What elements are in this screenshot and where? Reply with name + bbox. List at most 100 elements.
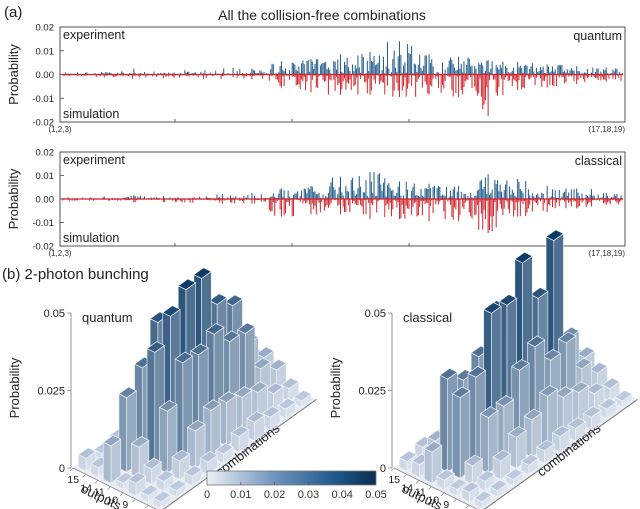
bar-face-front: [103, 441, 112, 484]
bar-simulation: [585, 199, 587, 207]
bar-simulation: [306, 74, 308, 82]
bar-face-top: [504, 468, 524, 480]
bar-experiment: [491, 61, 493, 75]
bar-experiment: [346, 190, 348, 199]
bar-experiment: [397, 186, 399, 199]
bar-experiment: [400, 195, 402, 199]
bar-experiment: [377, 62, 379, 75]
bar-experiment: [612, 197, 614, 199]
bar-experiment: [448, 196, 450, 199]
bar-experiment: [586, 69, 588, 75]
bar-simulation: [459, 199, 461, 215]
bar-experiment: [305, 189, 307, 199]
bar-simulation: [506, 74, 508, 77]
bar-simulation: [608, 199, 610, 202]
bar-face-top: [529, 287, 549, 299]
bar-simulation: [279, 199, 281, 210]
bar-experiment: [288, 70, 290, 75]
bar-experiment: [480, 179, 482, 199]
bar-experiment: [309, 71, 311, 75]
bar-simulation: [122, 74, 124, 77]
bar-simulation: [333, 74, 335, 80]
bar-experiment: [216, 194, 218, 199]
bar-simulation: [357, 74, 359, 95]
z-tick-label: 0.05: [365, 308, 386, 320]
bar-simulation: [369, 199, 371, 219]
bar-simulation: [507, 199, 509, 210]
bar-experiment: [299, 195, 301, 199]
bar-simulation: [523, 74, 525, 88]
bar-face-top: [495, 395, 515, 407]
bar-simulation: [425, 199, 427, 203]
bar-simulation: [519, 199, 521, 217]
bar-experiment: [315, 194, 317, 199]
bar-experiment: [482, 65, 484, 75]
bar-experiment: [612, 69, 614, 75]
bar-experiment: [153, 71, 155, 75]
bar-experiment: [510, 194, 512, 199]
output-tick-label: 9: [122, 499, 128, 509]
bar-simulation: [535, 199, 537, 204]
bar-simulation: [268, 199, 270, 210]
bar-experiment: [535, 194, 537, 199]
bar-experiment: [260, 194, 262, 199]
bar-face-top: [230, 425, 250, 438]
bar-experiment: [294, 64, 296, 75]
bar-experiment: [353, 190, 355, 199]
bar-experiment: [545, 73, 547, 75]
bar-simulation: [521, 74, 523, 89]
bar-simulation: [330, 199, 332, 203]
bar-experiment: [313, 69, 315, 75]
bar-simulation: [527, 199, 529, 209]
bar-simulation: [339, 199, 341, 215]
bar-experiment: [421, 195, 423, 199]
bar-face-top: [277, 397, 297, 410]
bar3d: [183, 465, 203, 487]
bar-simulation: [357, 199, 359, 206]
bar-face-top: [146, 341, 166, 353]
bar-simulation: [483, 74, 485, 105]
bar-experiment: [470, 66, 472, 75]
bar-simulation: [475, 74, 477, 91]
bar-experiment: [424, 188, 426, 199]
bar-simulation: [484, 199, 486, 220]
bar-experiment: [522, 192, 524, 199]
bar-experiment: [498, 191, 500, 199]
bar-experiment: [509, 186, 511, 199]
bar-experiment: [487, 174, 489, 199]
x-tick-label-last: (17,18,19): [589, 249, 626, 258]
bar-experiment: [306, 193, 308, 199]
bar-experiment: [322, 62, 324, 75]
bar-experiment: [499, 184, 501, 199]
bar-simulation: [303, 199, 305, 201]
bar-experiment: [417, 195, 419, 199]
bar-experiment: [322, 194, 324, 199]
bar-face-top: [205, 323, 225, 335]
bar-experiment: [291, 62, 293, 75]
bar-simulation: [490, 199, 492, 217]
bar-experiment: [395, 195, 397, 199]
bar-experiment: [554, 69, 556, 75]
bar-simulation: [458, 74, 460, 98]
bar-experiment: [429, 62, 431, 75]
bar-experiment: [566, 195, 568, 199]
bar-experiment: [425, 55, 427, 75]
z-axis-label: Probability: [7, 357, 22, 418]
bar-experiment: [568, 192, 570, 199]
bar-experiment: [518, 67, 520, 75]
colorbar-gradient: [206, 470, 377, 486]
bar-experiment: [293, 63, 295, 75]
bar-simulation: [298, 74, 300, 85]
bar-simulation: [311, 199, 313, 204]
bar-simulation: [268, 74, 270, 81]
bar-experiment: [258, 73, 260, 75]
bar-face-top: [585, 382, 605, 395]
bar-experiment: [103, 196, 105, 199]
bar-simulation: [529, 199, 531, 205]
bar-simulation: [279, 74, 281, 86]
bar-experiment: [518, 181, 520, 199]
bar-experiment: [321, 63, 323, 75]
bar-experiment: [475, 68, 477, 75]
bar-experiment: [221, 193, 223, 199]
bar-simulation: [229, 199, 231, 203]
